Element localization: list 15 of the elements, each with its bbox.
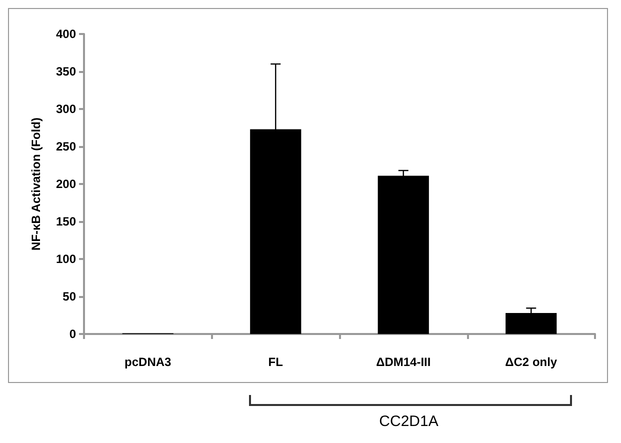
- y-tick-label: 0: [69, 327, 76, 341]
- y-tick-label: 350: [56, 64, 76, 78]
- y-tick-label: 50: [62, 290, 76, 304]
- y-tick-label: 200: [56, 177, 76, 191]
- y-tick-label: 100: [56, 252, 76, 266]
- y-tick-label: 400: [56, 27, 76, 41]
- y-axis-title: NF-κB Activation (Fold): [29, 118, 43, 250]
- text: CC2D1A: [378, 413, 440, 430]
- y-tick-label: 250: [56, 140, 76, 154]
- y-tick-label: 300: [56, 102, 76, 116]
- x-tick-label: ΔDM14-III: [376, 355, 431, 369]
- x-tick-label: pcDNA3: [124, 355, 172, 369]
- y-tick-label: 150: [56, 214, 76, 228]
- x-tick-label: ΔC2 only: [505, 355, 558, 369]
- x-tick-label: FL: [268, 355, 283, 369]
